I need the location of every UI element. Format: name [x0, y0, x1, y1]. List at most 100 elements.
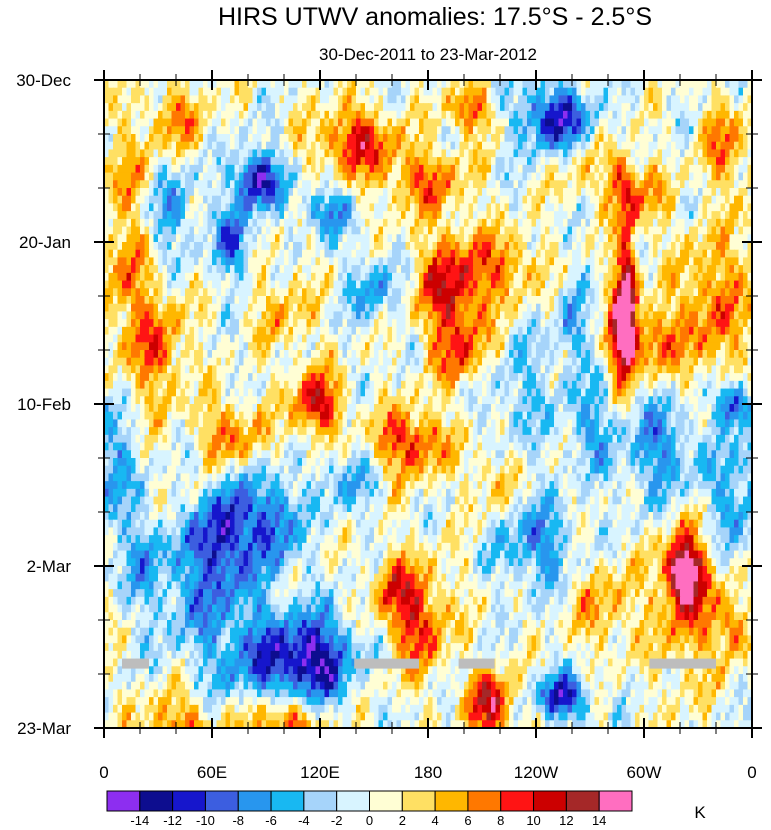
field-cell	[360, 288, 366, 297]
field-cell	[707, 195, 713, 205]
field-cell	[743, 80, 749, 89]
field-cell	[225, 118, 231, 127]
field-cell	[266, 203, 272, 212]
field-cell	[140, 188, 146, 197]
field-cell	[243, 172, 249, 181]
field-cell	[270, 326, 276, 336]
field-cell	[423, 311, 429, 320]
field-cell	[653, 265, 659, 274]
field-cell	[131, 180, 137, 189]
field-cell	[284, 118, 290, 127]
field-cell	[365, 257, 371, 266]
field-cell	[531, 87, 537, 97]
field-cell	[198, 110, 204, 120]
field-cell	[279, 95, 285, 104]
field-cell	[527, 334, 533, 343]
field-cell	[225, 188, 231, 197]
field-cell	[558, 226, 564, 235]
field-cell	[216, 288, 222, 297]
field-cell	[473, 211, 479, 220]
field-cell	[581, 249, 587, 259]
field-cell	[329, 134, 335, 143]
field-cell	[626, 80, 632, 89]
field-cell	[450, 242, 456, 251]
field-cell	[626, 334, 632, 343]
field-cell	[698, 180, 704, 189]
field-cell	[500, 303, 506, 313]
field-cell	[270, 103, 276, 112]
field-cell	[567, 249, 573, 259]
field-cell	[572, 141, 578, 151]
field-cell	[207, 226, 213, 235]
field-cell	[419, 164, 425, 174]
field-cell	[122, 226, 128, 235]
field-cell	[342, 218, 348, 228]
field-cell	[545, 242, 551, 251]
field-cell	[288, 303, 294, 313]
field-cell	[302, 103, 308, 112]
field-cell	[716, 296, 722, 305]
field-cell	[347, 157, 353, 166]
field-cell	[171, 319, 177, 328]
field-cell	[464, 149, 470, 158]
field-cell	[432, 272, 438, 282]
field-cell	[477, 296, 483, 305]
field-cell	[126, 87, 132, 97]
field-cell	[315, 303, 321, 313]
field-cell	[734, 249, 740, 259]
field-cell	[522, 342, 528, 351]
field-cell	[257, 311, 263, 320]
field-cell	[500, 257, 506, 266]
field-cell	[257, 272, 263, 282]
field-cell	[599, 319, 605, 328]
field-cell	[486, 126, 492, 135]
field-cell	[153, 172, 159, 181]
field-cell	[261, 126, 267, 135]
field-cell	[720, 195, 726, 205]
field-cell	[302, 296, 308, 305]
field-cell	[450, 126, 456, 135]
field-cell	[410, 149, 416, 158]
field-cell	[549, 126, 555, 135]
field-cell	[653, 95, 659, 104]
field-cell	[567, 103, 573, 112]
field-cell	[158, 326, 164, 336]
field-cell	[527, 296, 533, 305]
field-cell	[432, 149, 438, 158]
field-cell	[446, 242, 452, 251]
field-cell	[518, 288, 524, 297]
field-cell	[392, 249, 398, 259]
field-cell	[176, 311, 182, 320]
field-cell	[702, 311, 708, 320]
field-cell	[288, 172, 294, 181]
field-cell	[468, 103, 474, 112]
field-cell	[590, 326, 596, 336]
field-cell	[320, 226, 326, 235]
field-cell	[338, 265, 344, 274]
field-cell	[549, 234, 555, 243]
field-cell	[234, 195, 240, 205]
field-cell	[293, 265, 299, 274]
field-cell	[279, 272, 285, 282]
field-cell	[558, 195, 564, 205]
field-cell	[284, 157, 290, 166]
field-cell	[216, 334, 222, 343]
field-cell	[437, 118, 443, 127]
field-cell	[455, 272, 461, 282]
field-cell	[198, 134, 204, 143]
field-cell	[131, 303, 137, 313]
field-cell	[653, 180, 659, 189]
field-cell	[347, 195, 353, 205]
field-cell	[108, 164, 114, 174]
field-cell	[405, 172, 411, 181]
field-cell	[261, 164, 267, 174]
field-cell	[590, 141, 596, 151]
field-cell	[144, 172, 150, 181]
field-cell	[306, 234, 312, 243]
field-cell	[108, 257, 114, 266]
field-cell	[131, 257, 137, 266]
field-cell	[356, 164, 362, 174]
field-cell	[315, 110, 321, 120]
field-cell	[464, 242, 470, 251]
field-cell	[117, 195, 123, 205]
